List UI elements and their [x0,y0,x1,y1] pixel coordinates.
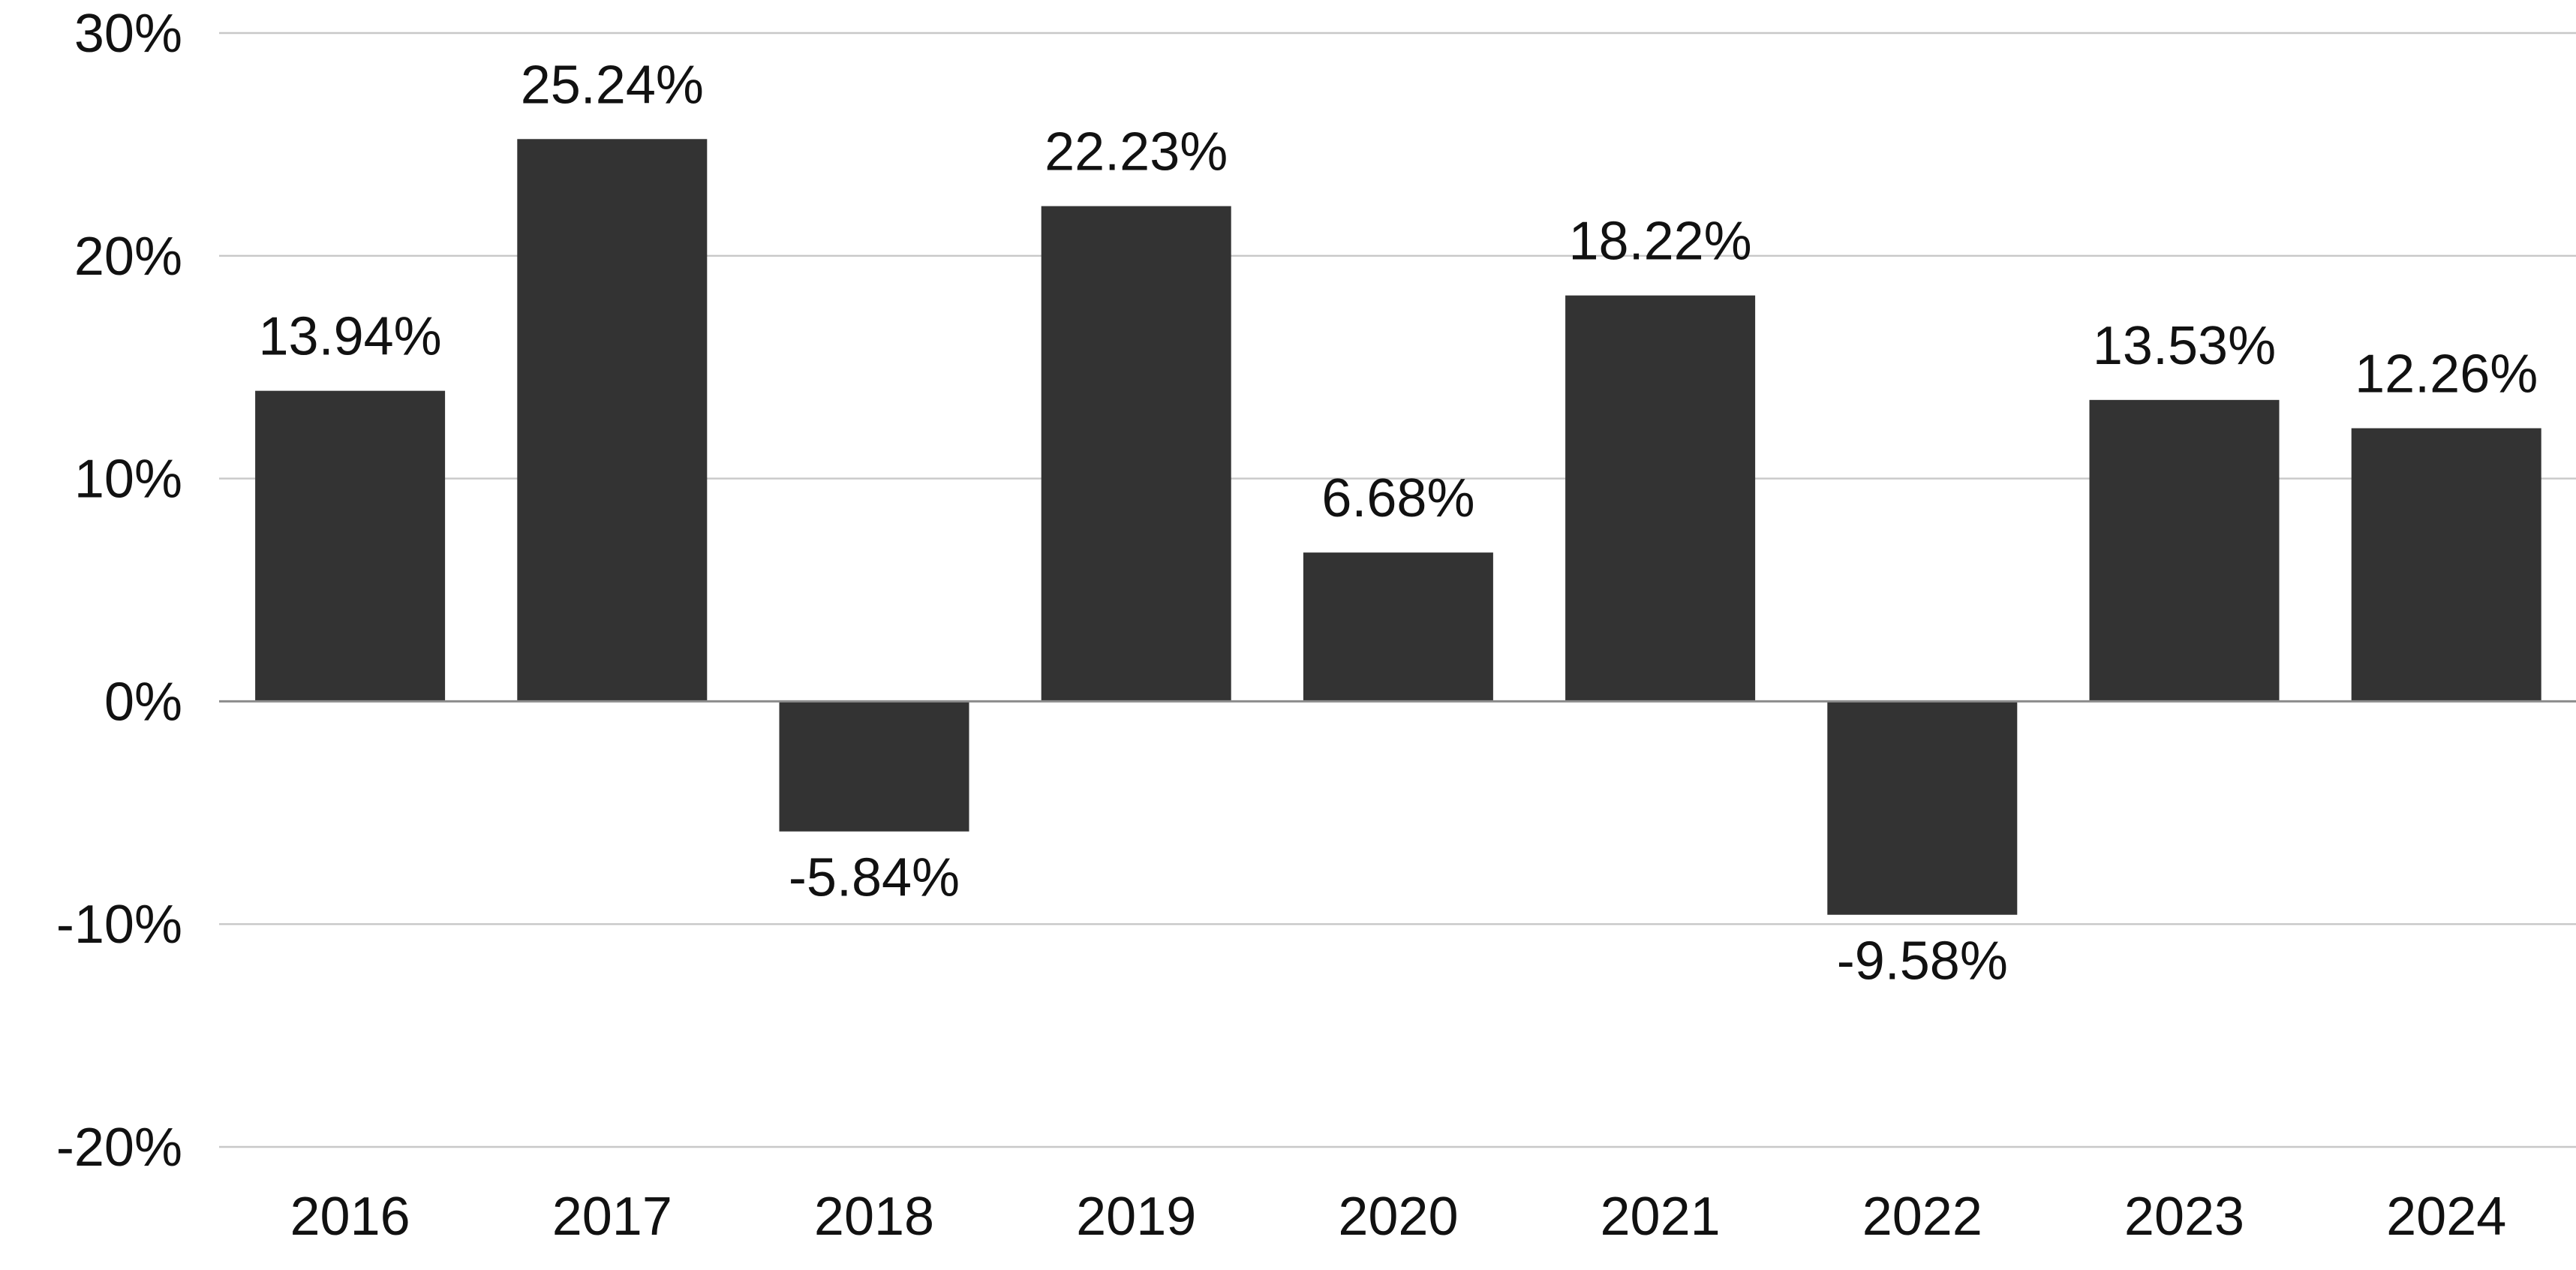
data-label-2022: -9.58% [1837,931,2008,992]
x-tick-label-2022: 2022 [1862,1187,1982,1247]
x-tick-label-2017: 2017 [552,1187,672,1247]
y-tick-label: 30% [74,4,182,64]
bar-2024 [2351,428,2541,702]
bar-2017 [517,139,708,702]
data-label-2020: 6.68% [1321,468,1474,528]
x-tick-label-2024: 2024 [2386,1187,2506,1247]
data-label-2021: 18.22% [1568,212,1751,272]
bar-2023 [2089,399,2280,702]
x-tick-label-2018: 2018 [814,1187,934,1247]
y-axis-tick-labels: 30% 20% 10% 0% -10% -20% [56,4,182,1178]
data-label-2018: -5.84% [789,848,960,908]
y-tick-label: 20% [74,227,182,287]
x-tick-label-2016: 2016 [290,1187,410,1247]
x-axis-tick-labels: 2016 2017 2018 2019 2020 2021 2022 2023 2024 [290,1187,2507,1247]
x-tick-label-2021: 2021 [1601,1187,1721,1247]
data-label-2016: 13.94% [258,307,441,367]
x-tick-label-2020: 2020 [1338,1187,1458,1247]
bar-2019 [1041,206,1231,702]
data-label-2024: 12.26% [2355,345,2538,405]
x-tick-label-2023: 2023 [2124,1187,2244,1247]
bar-2018 [779,701,969,832]
data-label-2017: 25.24% [521,55,704,115]
y-tick-label: -10% [56,895,182,955]
data-label-2023: 13.53% [2093,316,2276,376]
y-tick-label: -20% [56,1118,182,1178]
y-tick-label: 0% [104,672,182,732]
x-tick-label-2019: 2019 [1076,1187,1196,1247]
bar-2016 [255,390,446,702]
bar-2020 [1303,552,1493,702]
bars [255,139,2541,915]
data-label-2019: 22.23% [1045,122,1228,182]
y-tick-label: 10% [74,450,182,510]
bar-2021 [1565,295,1756,702]
bar-2022 [1827,701,2018,915]
data-labels: 13.94% 25.24% -5.84% 22.23% 6.68% 18.22% -9.58… [258,55,2538,991]
